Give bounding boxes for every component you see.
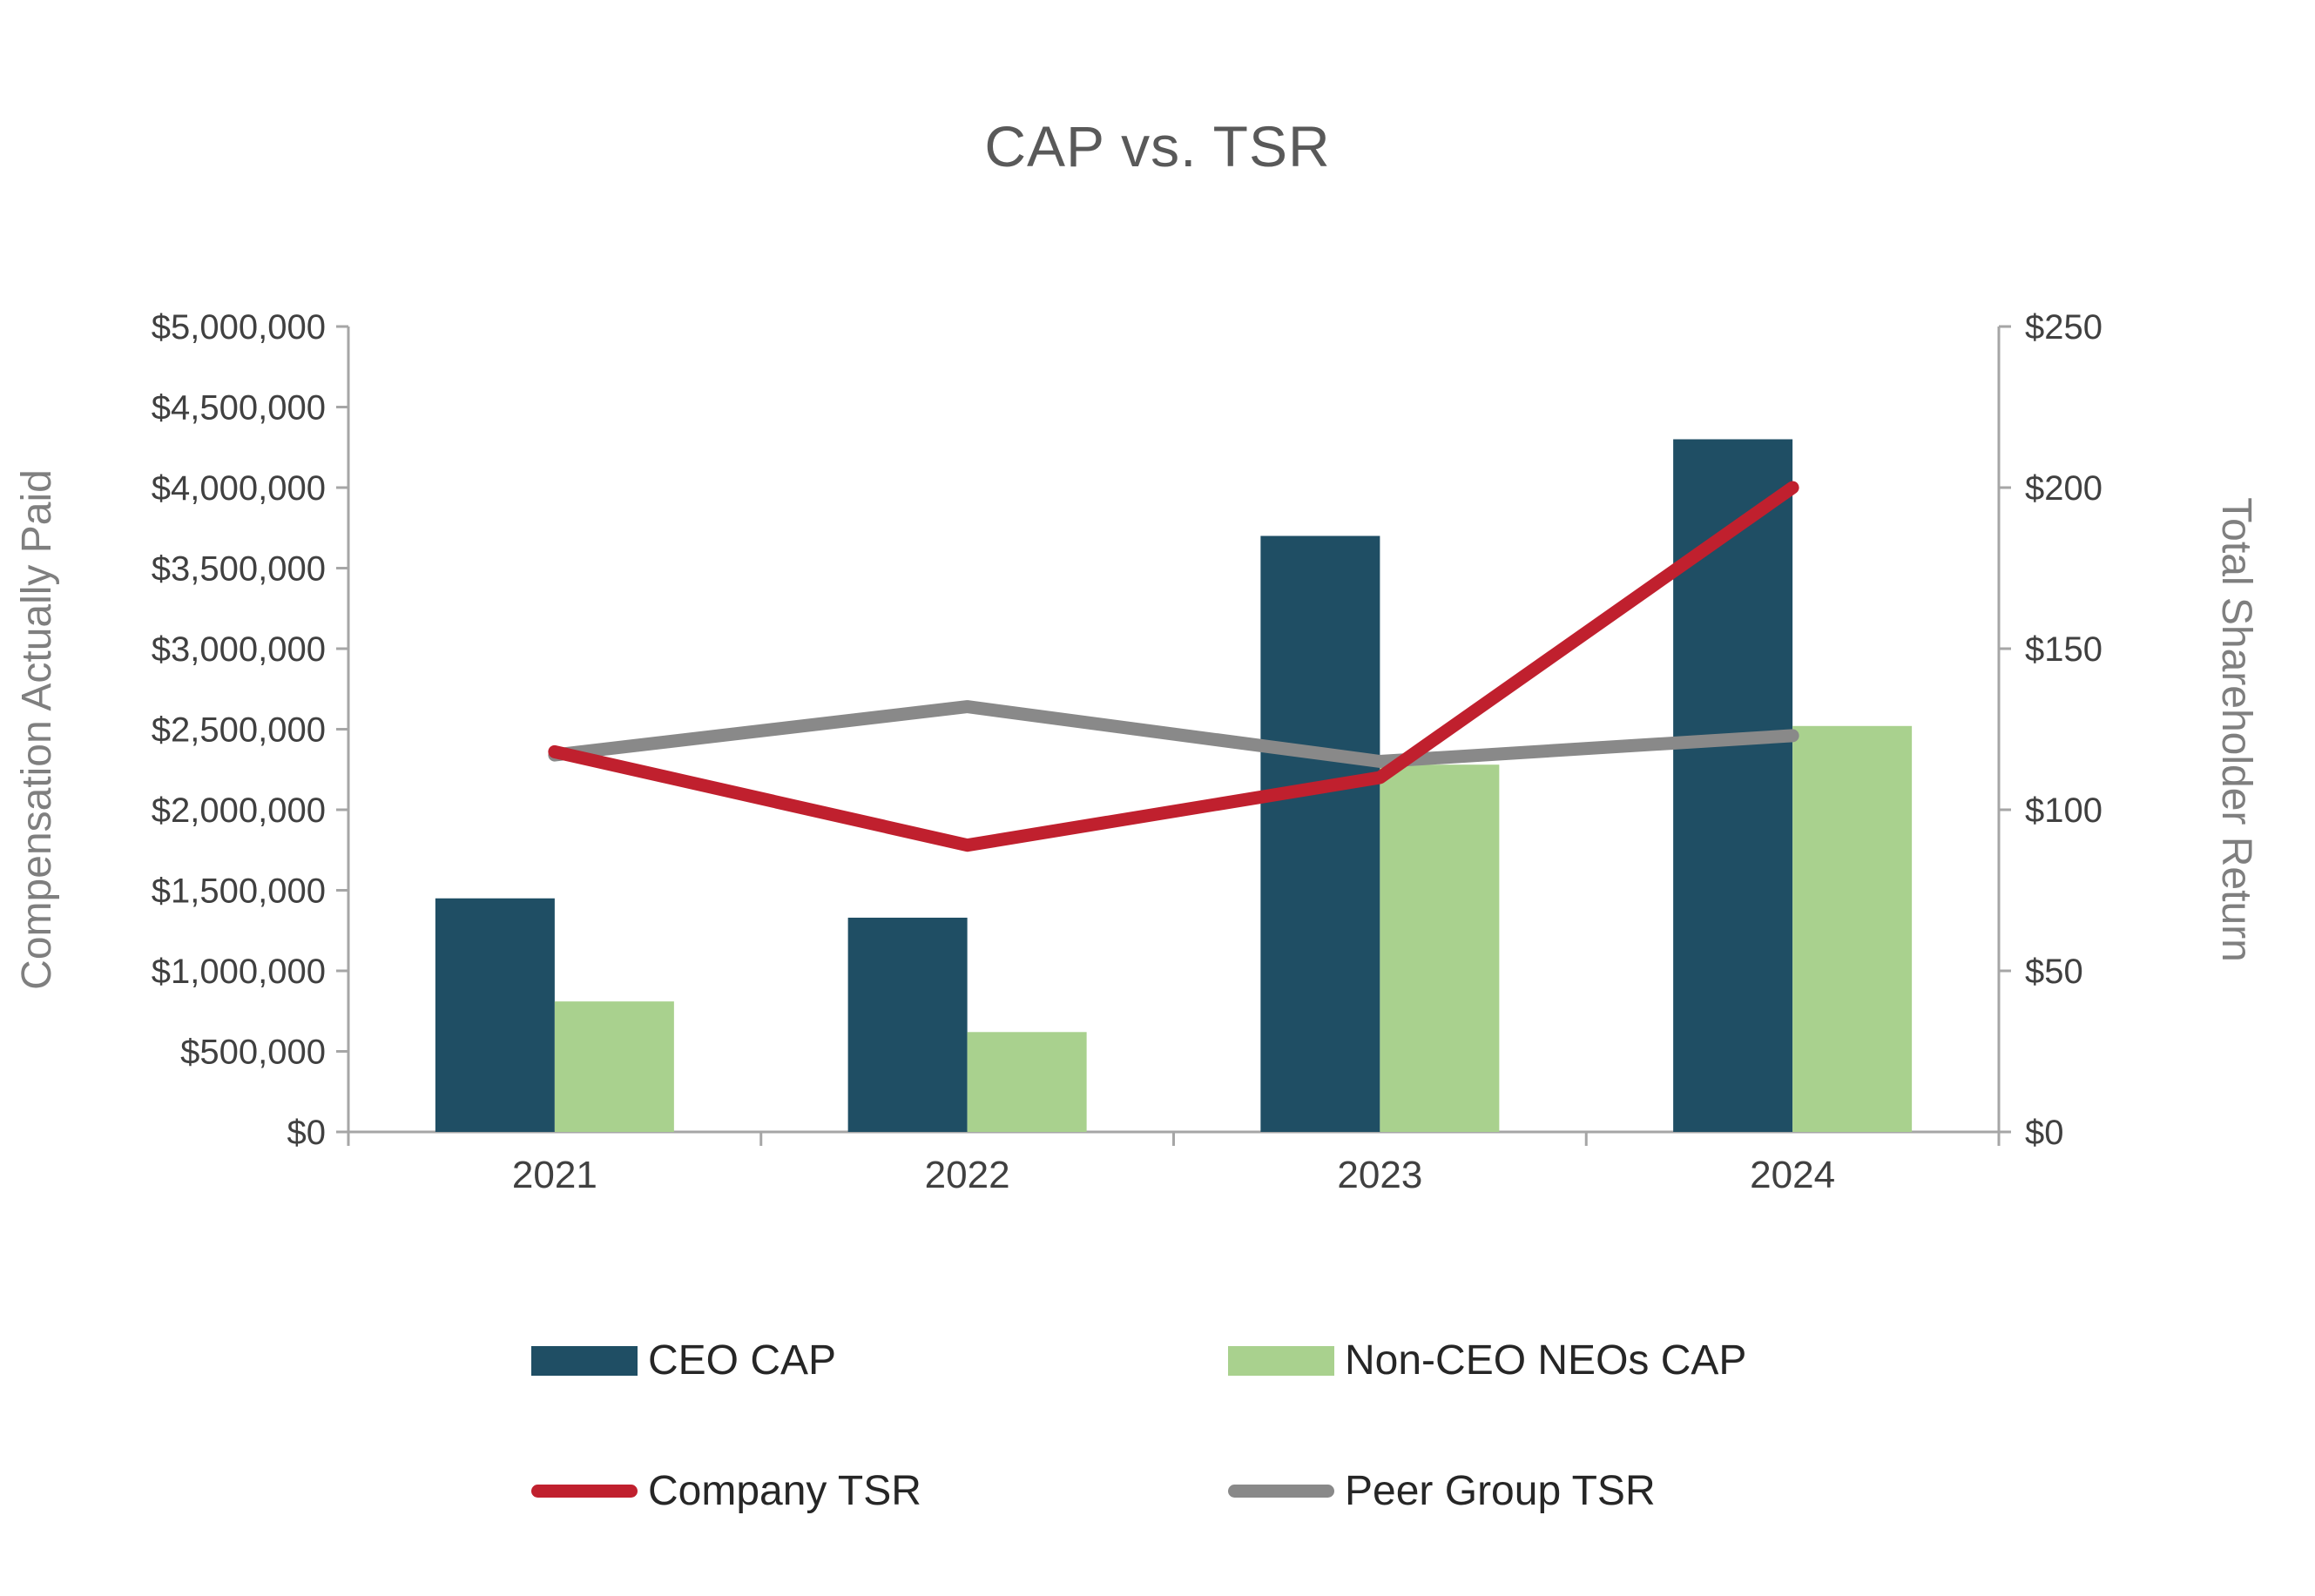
chart-legend: CEO CAP Non-CEO NEOs CAP Company TSR Pee…	[531, 1337, 1746, 1515]
left-axis-tick-label: $500,000	[180, 1034, 326, 1072]
right-axis-tick-label: $0	[2025, 1114, 2064, 1152]
left-axis-tick-label: $1,500,000	[152, 872, 326, 911]
left-axis-tick-label: $4,500,000	[152, 389, 326, 428]
legend-label-company-tsr: Company TSR	[648, 1468, 921, 1514]
non-ceo-neos-cap-bar	[554, 1001, 674, 1132]
non-ceo-neos-cap-bar	[1792, 725, 1913, 1132]
x-axis-label: 2022	[925, 1154, 1010, 1196]
left-axis-tick-label: $5,000,000	[152, 308, 326, 347]
ceo-cap-bar	[1673, 439, 1793, 1132]
plot-area: $0 $500,000 $1,000,000 $1,500,000 $2,000,000…	[152, 308, 2102, 1196]
peer-group-tsr-swatch	[1228, 1485, 1334, 1498]
company-tsr-line	[548, 481, 1799, 852]
left-axis-tick-label: $3,500,000	[152, 550, 326, 589]
right-axis-tick-label: $150	[2025, 630, 2102, 669]
left-axis-title: Compensation Actually Paid	[14, 469, 60, 990]
non-ceo-neos-cap-swatch	[1228, 1345, 1334, 1376]
left-axis-tick-label: $3,000,000	[152, 630, 326, 669]
non-ceo-neos-cap-bar	[967, 1032, 1087, 1132]
legend-label-ceo-cap: CEO CAP	[648, 1337, 837, 1384]
company-tsr-swatch	[531, 1485, 638, 1498]
ceo-cap-bar	[847, 917, 968, 1132]
chart-title: CAP vs. TSR	[984, 114, 1331, 178]
right-axis-title: Total Shareholder Return	[2213, 497, 2259, 962]
legend-item-peer-group-tsr: Peer Group TSR	[1228, 1467, 1746, 1515]
right-axis-tick-label: $250	[2025, 308, 2102, 347]
legend-item-non-ceo-neos-cap: Non-CEO NEOs CAP	[1228, 1337, 1746, 1384]
legend-label-peer-group-tsr: Peer Group TSR	[1345, 1468, 1656, 1514]
left-axis-tick-label: $2,500,000	[152, 711, 326, 750]
right-axis-tick-label: $100	[2025, 791, 2102, 830]
ceo-cap-swatch	[531, 1345, 638, 1376]
left-axis-tick-label: $1,000,000	[152, 953, 326, 991]
legend-item-ceo-cap: CEO CAP	[531, 1337, 1228, 1384]
peer-group-tsr-line	[548, 700, 1799, 768]
legend-item-company-tsr: Company TSR	[531, 1467, 1228, 1515]
left-axis-tick-label: $4,000,000	[152, 469, 326, 508]
right-axis-tick-label: $200	[2025, 469, 2102, 508]
legend-label-non-ceo-neos-cap: Non-CEO NEOs CAP	[1345, 1337, 1747, 1384]
ceo-cap-bar	[435, 898, 555, 1132]
x-axis-label: 2023	[1337, 1154, 1422, 1196]
left-axis-tick-label: $2,000,000	[152, 791, 326, 830]
ceo-cap-bar	[1260, 535, 1380, 1132]
cap-vs-tsr-chart: Compensation Actually Paid Total Shareho…	[14, 308, 2259, 1196]
non-ceo-neos-cap-bar	[1380, 764, 1500, 1132]
x-axis-label: 2021	[512, 1154, 597, 1196]
right-axis-tick-label: $50	[2025, 953, 2083, 991]
x-axis-label: 2024	[1750, 1154, 1835, 1196]
left-axis-tick-label: $0	[287, 1114, 327, 1152]
